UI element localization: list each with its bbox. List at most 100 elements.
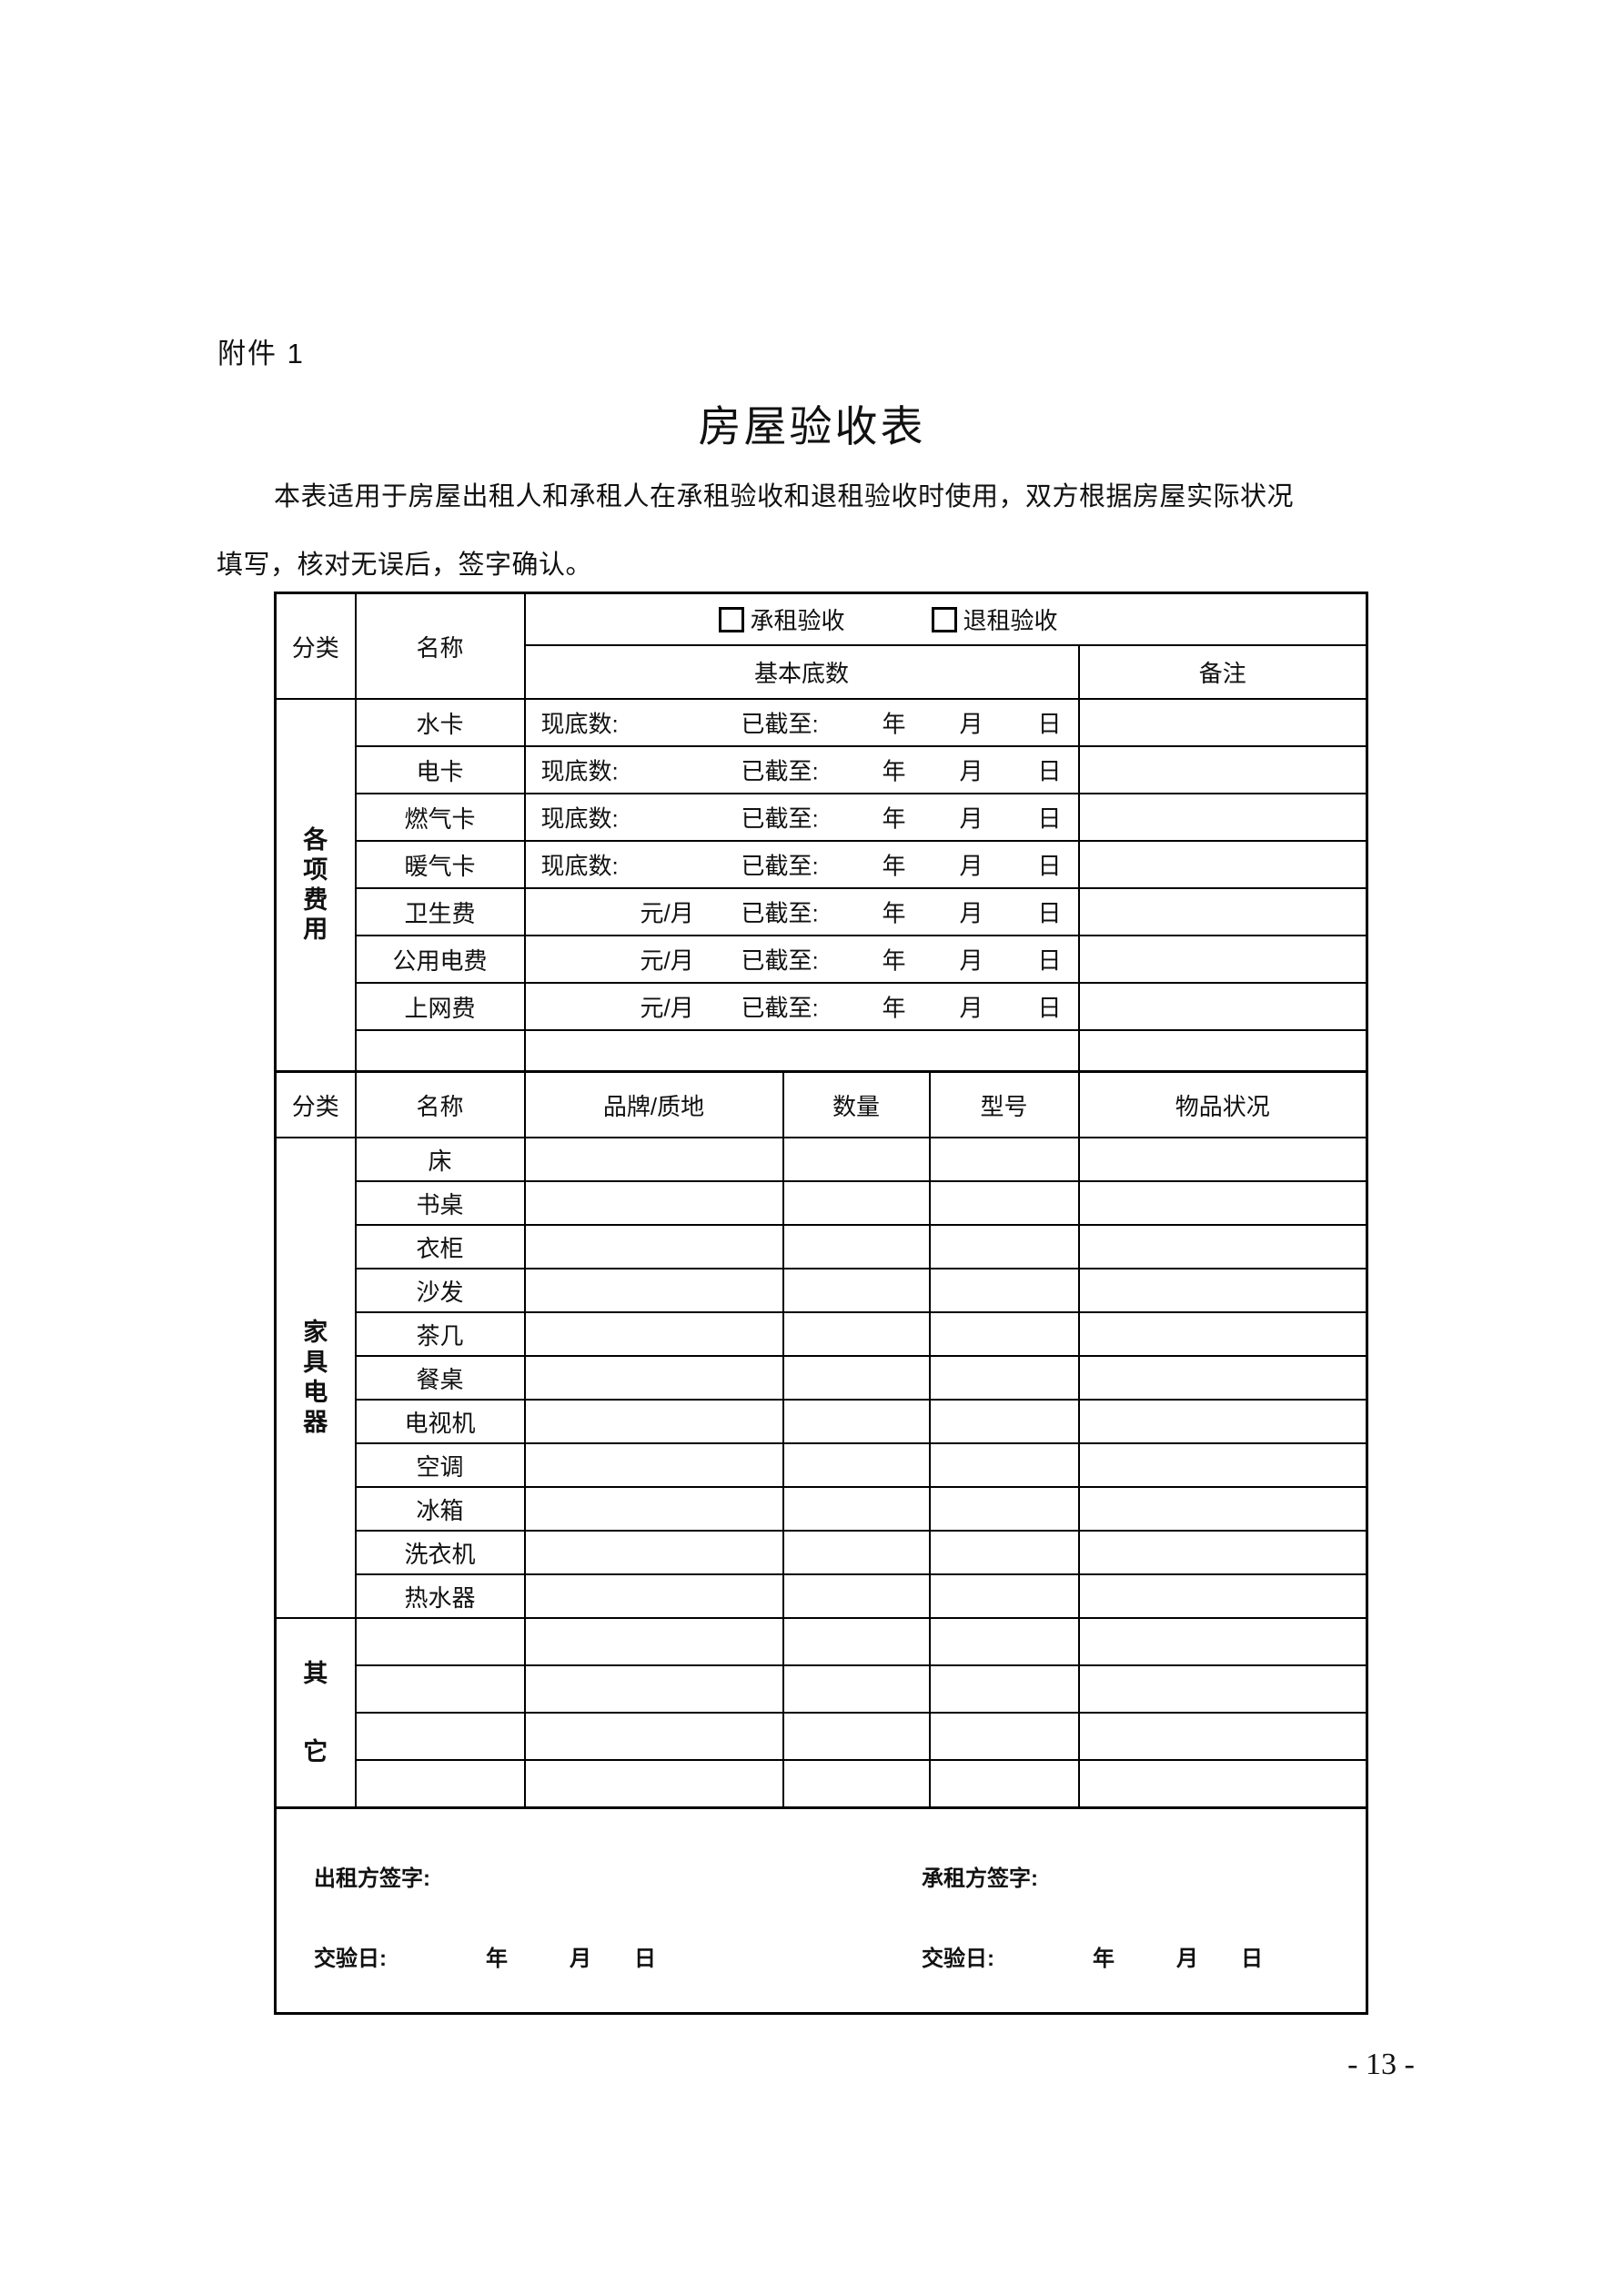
year-label: 年: [882, 946, 906, 975]
blank-cell: [782, 1759, 931, 1809]
blank-cell: [782, 1180, 931, 1226]
blank-cell: [523, 1268, 784, 1313]
table-row: 分类 名称 承租验收 退租验收: [274, 592, 1368, 700]
brand-header-cell: 品牌/质地: [523, 1070, 784, 1138]
blank-cell: [1077, 1137, 1368, 1182]
month-label: 月: [1176, 1947, 1198, 1971]
table-row: [276, 1759, 1368, 1809]
furniture-category-cell: 家具电器: [274, 1137, 357, 1619]
items-category-header-cell: 分类: [274, 1070, 357, 1138]
return-acceptance-option: 退租验收: [931, 602, 1058, 636]
fee-detail-cell: 现底数: 已截至: 年 月 日: [523, 745, 1080, 794]
model-header-cell: 型号: [928, 1070, 1080, 1138]
item-name-cell: 床: [354, 1137, 526, 1182]
blank-cell: [928, 1712, 1080, 1761]
blank-cell: [354, 1617, 526, 1666]
blank-cell: [523, 1617, 784, 1666]
blank-cell: [1077, 1573, 1368, 1619]
blank-cell: [1077, 1180, 1368, 1226]
signature-block: 出租方签字: 承租方签字: 交验日: 年 月 日 交验日: 年 月 日: [274, 1806, 1368, 2015]
cutoff-label: 已截至:: [741, 946, 819, 975]
table-row: 公用电费 元/月 已截至: 年 月 日: [276, 935, 1368, 984]
fee-name-cell: 公用电费: [354, 935, 526, 984]
blank-cell: [928, 1486, 1080, 1532]
remark-cell: [1077, 745, 1368, 794]
item-name-cell: 热水器: [354, 1573, 526, 1619]
month-label: 月: [570, 1947, 591, 1971]
blank-cell: [354, 1664, 526, 1714]
blank-cell: [928, 1311, 1080, 1357]
cutoff-label: 已截至:: [741, 804, 819, 833]
blank-cell: [1077, 1355, 1368, 1401]
year-label: 年: [1093, 1947, 1115, 1971]
table-row: 卫生费 元/月 已截至: 年 月 日: [276, 887, 1368, 936]
blank-cell: [782, 1442, 931, 1488]
table-row: 衣柜: [276, 1224, 1368, 1269]
items-name-header-cell: 名称: [354, 1070, 526, 1138]
table-row: 餐桌: [276, 1355, 1368, 1401]
item-name-cell: 茶几: [354, 1311, 526, 1357]
blank-cell: [523, 1573, 784, 1619]
year-label: 年: [882, 852, 906, 880]
blank-cell: [928, 1355, 1080, 1401]
monthly-rate-label: 元/月: [640, 994, 694, 1022]
inspection-type-cell: 承租验收 退租验收: [523, 592, 1368, 646]
quantity-header-cell: 数量: [782, 1070, 931, 1138]
fee-name-cell: 燃气卡: [354, 793, 526, 842]
item-name-cell: 洗衣机: [354, 1530, 526, 1575]
year-label: 年: [882, 994, 906, 1022]
table-row: 空调: [276, 1442, 1368, 1488]
blank-cell: [523, 1442, 784, 1488]
item-name-cell: 沙发: [354, 1268, 526, 1313]
base-reading-header-cell: 基本底数: [523, 644, 1080, 700]
day-label: 日: [1241, 1947, 1263, 1971]
inspection-date-label-left: 交验日:: [314, 1947, 387, 1971]
table-row: 各项费用 水卡 现底数: 已截至: 年 月 日: [274, 698, 1368, 1073]
fee-category-cell: 各项费用: [274, 698, 357, 1073]
fee-name-cell: 电卡: [354, 745, 526, 794]
table-row: [276, 1029, 1368, 1073]
return-acceptance-checkbox[interactable]: [931, 606, 957, 632]
blank-cell: [928, 1137, 1080, 1182]
lessor-signature-label: 出租方签字:: [314, 1866, 430, 1891]
meter-reading-label: 现底数:: [540, 710, 619, 738]
blank-cell: [523, 1180, 784, 1226]
attachment-label: 附件 1: [217, 338, 305, 369]
blank-cell: [523, 1530, 784, 1575]
table-row: 电视机: [276, 1399, 1368, 1444]
remark-header-cell: 备注: [1077, 644, 1368, 700]
year-label: 年: [882, 804, 906, 833]
fee-name-cell: 卫生费: [354, 887, 526, 936]
blank-cell: [523, 1712, 784, 1761]
blank-cell: [782, 1530, 931, 1575]
day-label: 日: [1037, 804, 1062, 833]
blank-cell: [1077, 1759, 1368, 1809]
condition-header-cell: 物品状况: [1077, 1070, 1368, 1138]
blank-cell: [1077, 1442, 1368, 1488]
blank-cell: [1077, 1712, 1368, 1761]
blank-cell: [354, 1759, 526, 1809]
blank-cell: [782, 1224, 931, 1269]
day-label: 日: [1037, 710, 1062, 738]
day-label: 日: [1037, 994, 1062, 1022]
item-name-cell: 衣柜: [354, 1224, 526, 1269]
table-row: [276, 1712, 1368, 1761]
rent-acceptance-checkbox[interactable]: [718, 606, 744, 632]
table-row: 出租方签字: 承租方签字: 交验日: 年 月 日 交验日: 年 月 日: [274, 1806, 1368, 2015]
year-label: 年: [882, 710, 906, 738]
month-label: 月: [959, 852, 983, 880]
blank-cell: [928, 1399, 1080, 1444]
table-row: 分类 名称 品牌/质地 数量 型号 物品状况: [274, 1070, 1368, 1138]
meter-reading-label: 现底数:: [540, 757, 619, 785]
blank-cell: [523, 1224, 784, 1269]
blank-cell: [782, 1399, 931, 1444]
inspection-type-row: 承租验收 退租验收: [527, 602, 1366, 636]
item-name-cell: 电视机: [354, 1399, 526, 1444]
blank-cell: [928, 1664, 1080, 1714]
year-label: 年: [486, 1947, 508, 1971]
blank-cell: [782, 1486, 931, 1532]
table-row: 电卡 现底数: 已截至: 年 月 日: [276, 745, 1368, 794]
table-row: [276, 1664, 1368, 1714]
day-label: 日: [1037, 946, 1062, 975]
